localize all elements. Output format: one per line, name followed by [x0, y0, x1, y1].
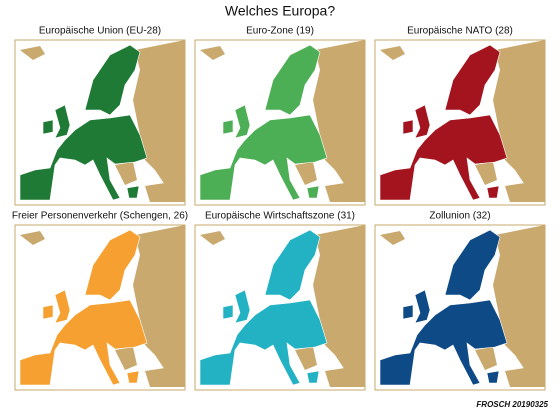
panel-title: Freier Personenverkehr (Schengen, 26) — [12, 211, 188, 222]
panel-title: Europäische NATO (28) — [407, 26, 513, 37]
map — [374, 39, 546, 206]
panel-title: Europäische Union (EU-28) — [39, 26, 161, 37]
map — [374, 224, 546, 391]
map — [14, 224, 186, 391]
map — [194, 39, 366, 206]
panel-title: Euro-Zone (19) — [246, 26, 314, 37]
panel-title: Zollunion (32) — [429, 211, 490, 222]
map — [194, 224, 366, 391]
panel-title: Europäische Wirtschaftszone (31) — [205, 211, 355, 222]
page-title: Welches Europa? — [225, 3, 335, 19]
signature: FROSCH 20190325 — [476, 400, 548, 409]
map — [14, 39, 186, 206]
